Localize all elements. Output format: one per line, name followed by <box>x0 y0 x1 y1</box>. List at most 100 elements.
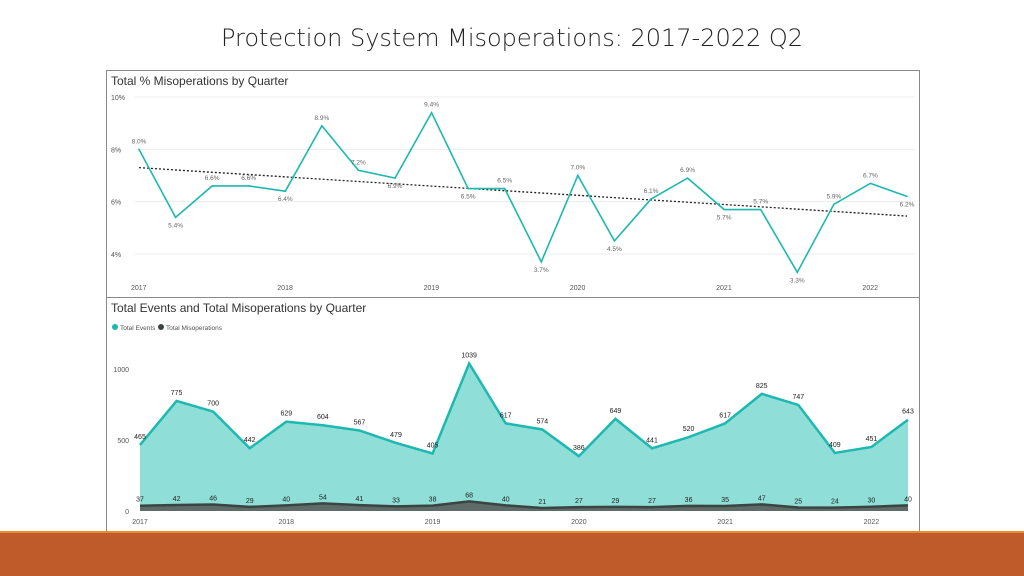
data-point <box>357 169 360 172</box>
misoperations-data-label: 40 <box>282 496 290 503</box>
data-label: 6.1% <box>644 188 659 195</box>
x-tick-label: 2022 <box>862 285 878 292</box>
events-data-label: 574 <box>536 418 548 425</box>
data-point <box>503 187 506 190</box>
x-tick-label: 2021 <box>716 285 732 292</box>
data-point <box>906 195 908 198</box>
x-tick-label: 2017 <box>132 519 148 526</box>
data-label: 6.9% <box>388 183 403 190</box>
data-point <box>174 216 177 219</box>
events-data-label: 775 <box>171 390 183 397</box>
percent-series-line <box>138 110 908 274</box>
legend-marker-total-misoperations <box>158 324 164 330</box>
events-data-label: 700 <box>207 401 219 408</box>
x-tick-label: 2019 <box>425 519 441 526</box>
legend-label-total-events: Total Events <box>120 325 156 332</box>
total-events-line <box>139 360 909 458</box>
data-point <box>394 177 396 179</box>
misoperations-data-label: 37 <box>136 497 144 504</box>
misoperations-data-label: 46 <box>209 495 217 502</box>
data-point <box>723 208 725 211</box>
chart-title-percent: Total % Misoperations by Quarter <box>111 74 289 88</box>
misoperations-data-label: 54 <box>319 494 327 501</box>
legend-label-total-misoperations: Total Misoperations <box>166 325 223 332</box>
events-misoperations-chart: Total Events Total Misoperations 0 500 1000 2… <box>112 324 914 526</box>
data-label: 6.5% <box>461 194 476 201</box>
data-point <box>321 124 323 127</box>
total-misoperations-area <box>140 501 908 511</box>
misoperations-data-label: 27 <box>575 498 583 505</box>
misoperations-data-label: 25 <box>794 498 802 505</box>
data-label: 3.3% <box>790 277 805 284</box>
data-label: 6.5% <box>497 178 512 185</box>
misoperations-data-label: 33 <box>392 497 400 504</box>
footer-bar <box>0 533 1024 576</box>
misoperations-data-label: 41 <box>356 496 364 503</box>
events-data-label: 441 <box>646 437 658 444</box>
data-label: 5.4% <box>168 222 183 229</box>
data-point <box>869 182 872 185</box>
data-label: 6.6% <box>205 175 220 182</box>
data-point <box>686 177 689 179</box>
data-label: 5.7% <box>753 199 768 206</box>
percent-misoperations-chart-panel: Total % Misoperations by Quarter 4% 6% 8% 1… <box>106 70 920 298</box>
data-label: 6.4% <box>278 196 293 203</box>
data-label: 7.0% <box>570 165 585 172</box>
misoperations-data-label: 21 <box>538 499 546 506</box>
events-data-label: 520 <box>683 426 695 433</box>
data-point <box>577 174 579 177</box>
data-point <box>430 111 433 114</box>
events-data-label: 386 <box>573 445 585 452</box>
data-label: 9.4% <box>424 102 439 109</box>
data-label: 3.7% <box>534 267 549 274</box>
data-point <box>759 208 762 211</box>
data-label: 6.9% <box>680 167 695 174</box>
y-tick-label: 4% <box>111 252 121 259</box>
x-tick-label: 2020 <box>571 519 587 526</box>
slide-title: Protection System Misoperations: 2017-20… <box>220 24 804 52</box>
x-tick-label: 2018 <box>278 519 294 526</box>
misoperations-data-label: 35 <box>721 497 729 504</box>
events-data-label: 629 <box>280 411 292 418</box>
events-data-label: 442 <box>244 437 256 444</box>
data-label: 6.6% <box>241 175 256 182</box>
misoperations-data-label: 30 <box>868 498 876 505</box>
data-point <box>247 185 250 187</box>
data-point <box>211 185 213 187</box>
data-point <box>467 187 469 190</box>
x-tick-label: 2017 <box>131 285 147 292</box>
events-data-label: 409 <box>829 442 841 449</box>
events-data-label: 617 <box>719 412 731 419</box>
misoperations-data-label: 36 <box>685 497 693 504</box>
data-label: 5.7% <box>717 215 732 222</box>
events-data-label: 567 <box>354 419 366 426</box>
footer-accent-line <box>0 531 1024 534</box>
misoperations-data-label: 40 <box>904 496 912 503</box>
events-data-label: 465 <box>134 434 146 441</box>
events-data-label: 405 <box>427 442 439 449</box>
y-tick-label: 0 <box>125 509 129 516</box>
data-point <box>540 261 543 263</box>
events-data-label: 451 <box>866 436 878 443</box>
data-point <box>613 240 616 242</box>
percent-misoperations-chart: 4% 6% 8% 10% 2017 2018 2019 2020 2021 2022 8.0% 5.4… <box>111 95 915 292</box>
x-tick-label: 2018 <box>277 285 293 292</box>
x-tick-label: 2019 <box>424 285 440 292</box>
x-tick-label: 2022 <box>864 519 880 526</box>
events-data-label: 649 <box>610 408 622 415</box>
data-label: 6.7% <box>863 172 878 179</box>
events-chart-panel: Total Events and Total Misoperations by … <box>106 297 920 535</box>
data-point <box>833 203 835 206</box>
events-data-label: 604 <box>317 414 329 421</box>
misoperations-data-label: 27 <box>648 498 656 505</box>
data-label: 8.0% <box>132 138 147 145</box>
total-events-area <box>140 363 908 511</box>
misoperations-data-label: 40 <box>502 496 510 503</box>
misoperations-data-label: 24 <box>831 499 839 506</box>
chart-title-events: Total Events and Total Misoperations by … <box>111 301 367 315</box>
data-point <box>796 271 799 274</box>
data-point <box>650 198 652 200</box>
legend-marker-total-events <box>112 324 118 330</box>
x-tick-label: 2020 <box>570 285 586 292</box>
data-point <box>138 148 140 151</box>
